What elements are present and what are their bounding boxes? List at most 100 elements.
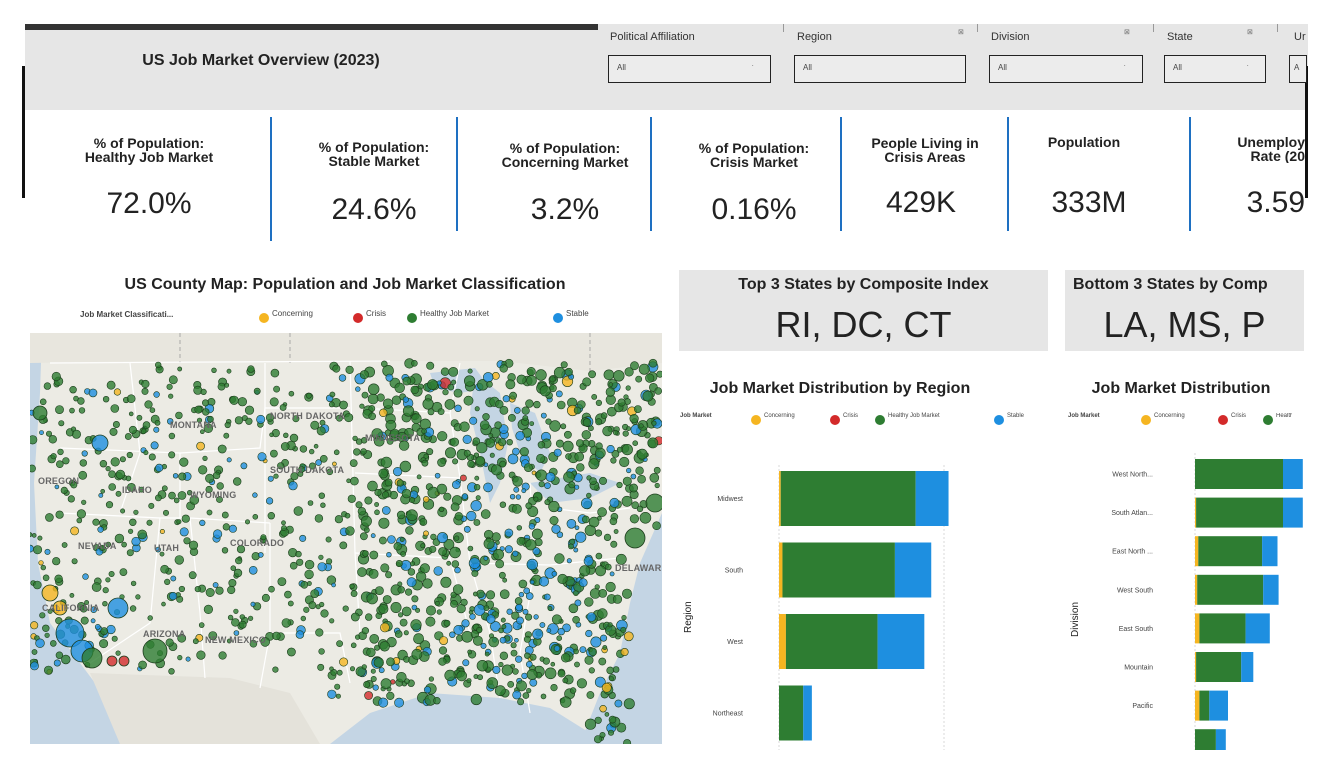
county-bubble[interactable]: [47, 608, 53, 614]
bar-segment-healthy-job-market[interactable]: [1196, 652, 1242, 682]
county-bubble[interactable]: [99, 639, 109, 649]
county-bubble[interactable]: [565, 453, 572, 460]
county-bubble[interactable]: [361, 391, 369, 399]
county-bubble[interactable]: [378, 667, 385, 674]
county-bubble[interactable]: [499, 651, 509, 660]
county-bubble[interactable]: [612, 429, 619, 436]
county-bubble[interactable]: [364, 691, 373, 700]
county-bubble[interactable]: [362, 550, 369, 557]
county-bubble[interactable]: [366, 647, 376, 658]
county-bubble[interactable]: [436, 532, 448, 544]
county-bubble[interactable]: [604, 712, 610, 717]
county-bubble[interactable]: [333, 449, 340, 456]
county-bubble[interactable]: [625, 385, 631, 391]
county-bubble[interactable]: [380, 563, 390, 573]
county-bubble[interactable]: [367, 480, 378, 492]
county-bubble[interactable]: [303, 606, 310, 613]
county-bubble[interactable]: [223, 432, 230, 439]
county-bubble[interactable]: [442, 389, 449, 396]
county-bubble[interactable]: [605, 581, 616, 593]
county-bubble[interactable]: [573, 547, 579, 553]
county-bubble[interactable]: [467, 460, 475, 468]
county-bubble[interactable]: [543, 593, 551, 601]
county-bubble[interactable]: [138, 486, 145, 493]
county-bubble[interactable]: [396, 672, 407, 683]
county-bubble[interactable]: [402, 376, 412, 386]
county-bubble[interactable]: [649, 473, 660, 483]
county-bubble[interactable]: [436, 483, 448, 495]
county-bubble[interactable]: [90, 606, 98, 614]
county-bubble[interactable]: [572, 615, 580, 624]
county-bubble[interactable]: [69, 385, 77, 394]
county-bubble[interactable]: [598, 476, 607, 485]
county-bubble[interactable]: [393, 542, 402, 551]
county-bubble[interactable]: [568, 481, 576, 489]
county-bubble[interactable]: [378, 697, 389, 708]
county-bubble[interactable]: [573, 406, 582, 415]
county-bubble[interactable]: [175, 411, 183, 420]
county-bubble[interactable]: [108, 571, 115, 578]
county-bubble[interactable]: [233, 568, 243, 578]
county-bubble[interactable]: [168, 451, 176, 459]
county-bubble[interactable]: [318, 492, 325, 499]
county-bubble[interactable]: [568, 603, 579, 614]
county-bubble[interactable]: [236, 545, 246, 554]
county-bubble[interactable]: [272, 666, 279, 673]
county-bubble[interactable]: [208, 631, 218, 640]
county-bubble[interactable]: [269, 449, 278, 458]
county-bubble[interactable]: [410, 385, 419, 395]
county-bubble[interactable]: [647, 437, 659, 449]
county-bubble[interactable]: [270, 368, 280, 378]
county-bubble[interactable]: [626, 467, 632, 474]
county-bubble[interactable]: [444, 399, 456, 410]
county-bubble[interactable]: [249, 639, 258, 648]
county-bubble[interactable]: [399, 618, 408, 627]
county-bubble[interactable]: [366, 592, 378, 605]
county-bubble[interactable]: [143, 450, 149, 456]
county-bubble[interactable]: [148, 453, 156, 461]
county-bubble[interactable]: [500, 617, 506, 623]
county-bubble[interactable]: [594, 529, 603, 537]
county-bubble[interactable]: [100, 627, 109, 636]
county-bubble[interactable]: [257, 452, 267, 462]
county-bubble[interactable]: [124, 433, 132, 440]
county-bubble[interactable]: [656, 370, 662, 378]
county-bubble[interactable]: [535, 369, 547, 381]
county-bubble[interactable]: [428, 676, 435, 682]
county-bubble[interactable]: [629, 483, 638, 493]
bar-segment-stable[interactable]: [1245, 613, 1270, 644]
county-bubble[interactable]: [651, 420, 657, 426]
county-bubble[interactable]: [637, 474, 646, 484]
county-bubble[interactable]: [121, 541, 127, 548]
county-bubble[interactable]: [55, 510, 64, 519]
county-bubble[interactable]: [588, 370, 596, 379]
county-bubble[interactable]: [502, 577, 508, 583]
county-bubble[interactable]: [269, 397, 279, 407]
county-bubble[interactable]: [364, 496, 373, 505]
county-bubble[interactable]: [127, 528, 134, 534]
county-bubble[interactable]: [345, 526, 355, 536]
bar-segment-healthy-job-market[interactable]: [782, 542, 895, 598]
county-bubble[interactable]: [345, 365, 354, 375]
county-bubble[interactable]: [467, 545, 474, 552]
county-bubble[interactable]: [30, 435, 38, 445]
bar-segment-healthy-job-market[interactable]: [1199, 613, 1246, 644]
county-bubble[interactable]: [368, 568, 379, 579]
county-bubble[interactable]: [228, 524, 237, 533]
county-bubble[interactable]: [127, 482, 136, 492]
county-bubble[interactable]: [454, 566, 461, 574]
county-bubble[interactable]: [407, 568, 416, 576]
county-bubble[interactable]: [226, 368, 232, 374]
county-bubble[interactable]: [616, 446, 623, 453]
county-bubble[interactable]: [560, 361, 568, 369]
county-bubble[interactable]: [32, 405, 48, 421]
county-bubble[interactable]: [463, 395, 474, 406]
county-bubble[interactable]: [344, 512, 351, 519]
county-bubble[interactable]: [498, 627, 504, 634]
county-bubble[interactable]: [600, 634, 608, 642]
county-bubble[interactable]: [380, 622, 390, 633]
county-bubble[interactable]: [149, 407, 156, 413]
bar-segment-stable[interactable]: [915, 471, 949, 526]
county-bubble[interactable]: [198, 622, 205, 628]
county-bubble[interactable]: [600, 412, 608, 419]
